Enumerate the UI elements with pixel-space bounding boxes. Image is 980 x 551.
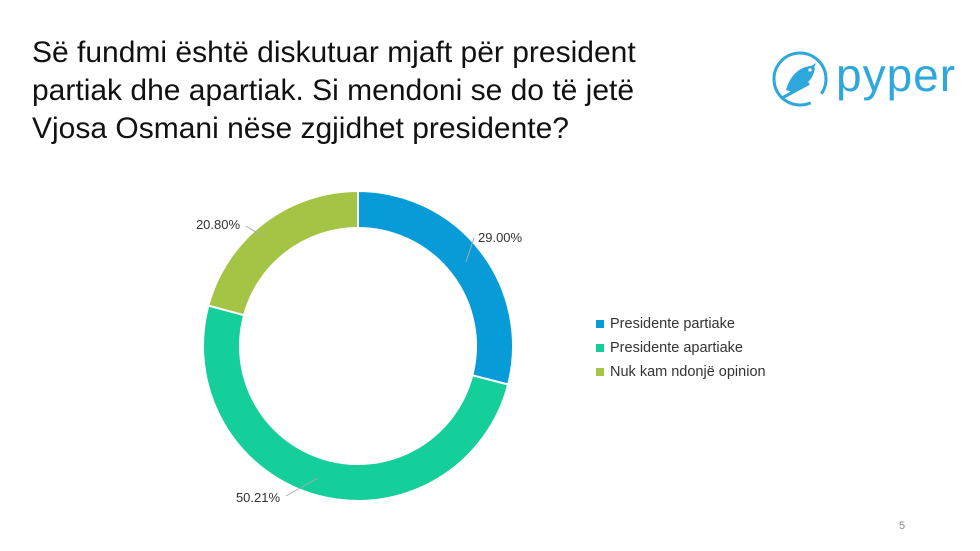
leader-line xyxy=(285,477,319,497)
bird-logo-icon xyxy=(772,51,828,107)
title-line-2: partiak dhe apartiak. Si mendoni se do t… xyxy=(32,74,635,107)
legend-swatch xyxy=(596,368,604,376)
legend-label: Nuk kam ndonjë opinion xyxy=(610,364,766,380)
pyper-logo: pyper xyxy=(768,46,968,116)
legend-swatch xyxy=(596,320,604,328)
donut-slice xyxy=(201,304,510,503)
legend-label: Presidente apartiake xyxy=(610,340,743,356)
donut-slice xyxy=(207,189,359,317)
data-label: 29.00% xyxy=(478,230,523,245)
legend-swatch xyxy=(596,344,604,352)
legend-item: Presidente partiake xyxy=(596,312,766,336)
donut-slice xyxy=(357,189,514,386)
leader-line xyxy=(245,225,263,237)
page-number: 5 xyxy=(899,520,906,532)
legend-item: Presidente apartiake xyxy=(596,336,766,360)
data-label: 50.21% xyxy=(236,490,281,505)
data-label: 20.80% xyxy=(196,217,241,232)
chart-legend: Presidente partiake Presidente apartiake… xyxy=(596,312,766,384)
slide-title: Së fundmi është diskutuar mjaft për pres… xyxy=(32,34,772,148)
logo-text: pyper xyxy=(836,49,957,101)
title-line-1: Së fundmi është diskutuar mjaft për pres… xyxy=(32,36,636,69)
legend-item: Nuk kam ndonjë opinion xyxy=(596,360,766,384)
legend-label: Presidente partiake xyxy=(610,316,735,332)
title-line-3: Vjosa Osmani nëse zgjidhet presidente? xyxy=(32,112,569,145)
leader-line xyxy=(465,237,475,263)
